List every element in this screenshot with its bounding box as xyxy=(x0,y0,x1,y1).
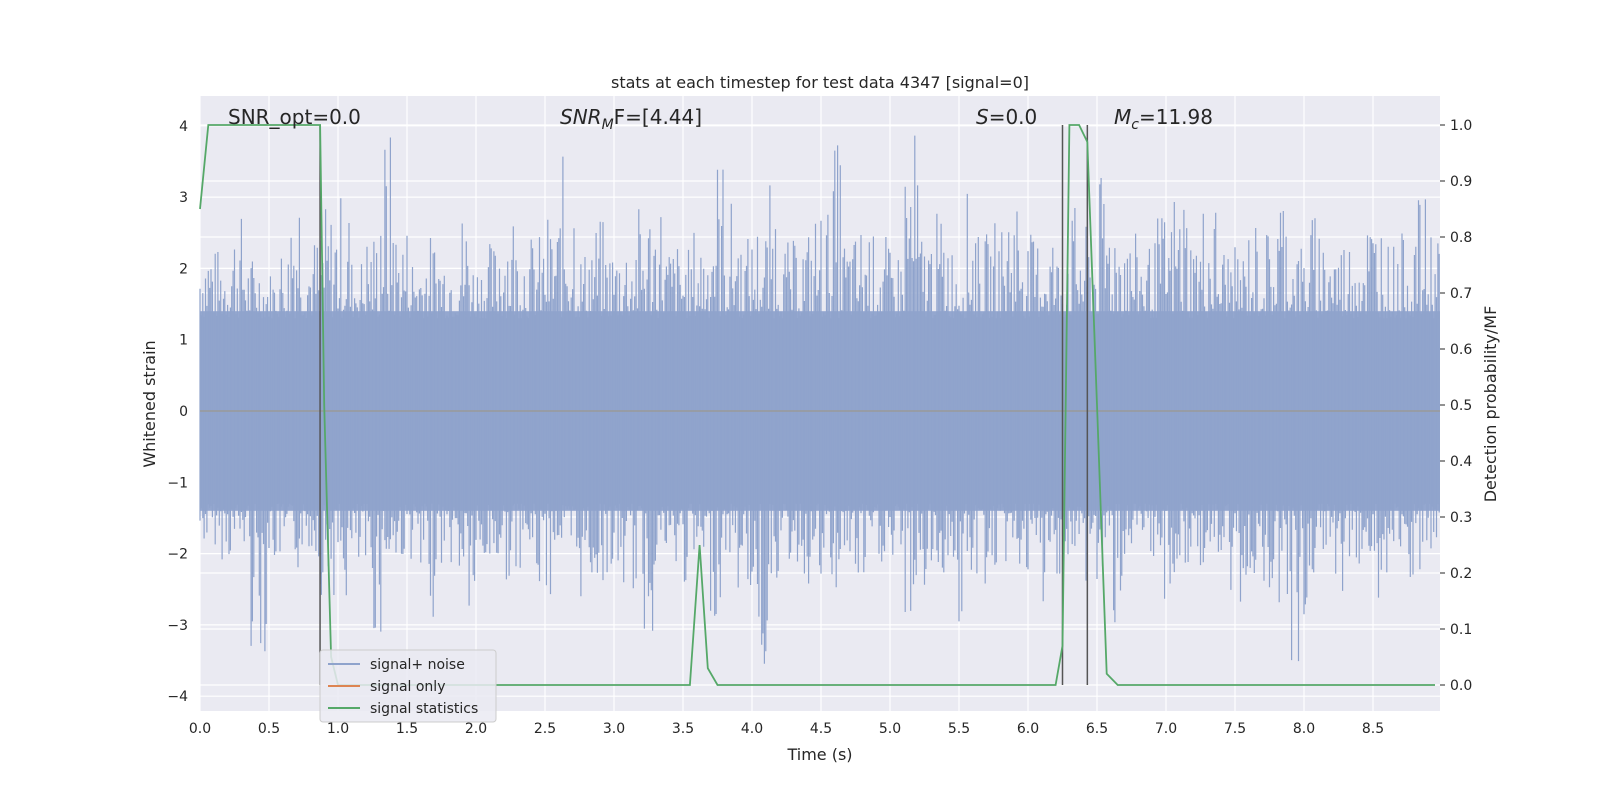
y-tick-label: 2 xyxy=(179,261,188,277)
y-tick-label: −3 xyxy=(167,618,188,634)
x-tick-label: 4.0 xyxy=(741,721,763,737)
right-y-tick-label: 0.8 xyxy=(1450,230,1472,246)
y-tick-label: −4 xyxy=(167,689,188,705)
right-y-tick-label: 1.0 xyxy=(1450,118,1472,134)
s-tail: =0.0 xyxy=(989,105,1038,129)
y-tick-label: −2 xyxy=(167,547,188,563)
y-tick-label: 3 xyxy=(179,190,188,206)
mc-annotation: Mc=11.98 xyxy=(1114,105,1213,133)
snr-opt-annotation: SNR_opt=0.0 xyxy=(228,105,361,129)
snr-mf-sub: M xyxy=(602,117,614,133)
right-y-tick-label: 0.6 xyxy=(1450,342,1472,358)
x-tick-label: 1.0 xyxy=(327,721,349,737)
mc-tail: =11.98 xyxy=(1139,105,1213,129)
x-tick-label: 8.0 xyxy=(1293,721,1315,737)
right-y-tick-label: 0.5 xyxy=(1450,398,1472,414)
y-tick-labels: 4 3 2 1 0 −1 −2 −3 −4 xyxy=(167,119,188,705)
legend-label-signal-statistics: signal statistics xyxy=(370,701,478,717)
legend-label-signal-noise: signal+ noise xyxy=(370,657,465,673)
right-y-tick-label: 0.7 xyxy=(1450,286,1472,302)
s-annotation: S=0.0 xyxy=(976,105,1037,129)
signal-statistics-line xyxy=(199,124,1435,686)
x-tick-labels: 0.0 0.5 1.0 1.5 2.0 2.5 3.0 3.5 4.0 4.5 5.0 5.5 6.0 6… xyxy=(189,721,1384,737)
y-tick-label: 0 xyxy=(179,404,188,420)
legend: signal+ noise signal only signal statist… xyxy=(319,649,497,723)
x-tick-label: 7.0 xyxy=(1155,721,1177,737)
right-y-tick-label: 0.1 xyxy=(1450,622,1472,638)
x-tick-label: 6.0 xyxy=(1017,721,1039,737)
x-tick-label: 0.5 xyxy=(258,721,280,737)
chart-title: stats at each timestep for test data 434… xyxy=(611,73,1029,92)
x-tick-label: 3.0 xyxy=(603,721,625,737)
mc-sub: c xyxy=(1131,117,1139,133)
snr-mf-tail: F=[4.44] xyxy=(614,105,702,129)
x-tick-label: 4.5 xyxy=(810,721,832,737)
x-axis-label: Time (s) xyxy=(786,745,852,764)
y-axis-label: Whitened strain xyxy=(140,340,159,467)
right-y-tick-labels: 1.0 0.9 0.8 0.7 0.6 0.5 0.4 0.3 0.2 0.1 0.0 xyxy=(1440,118,1472,694)
mc-main: M xyxy=(1114,105,1131,129)
x-tick-label: 0.0 xyxy=(189,721,211,737)
right-y-tick-label: 0.0 xyxy=(1450,678,1472,694)
x-tick-label: 1.5 xyxy=(396,721,418,737)
right-y-tick-label: 0.3 xyxy=(1450,510,1472,526)
legend-label-signal-only: signal only xyxy=(370,679,445,695)
y-tick-label: 4 xyxy=(179,119,188,135)
x-tick-label: 5.0 xyxy=(879,721,901,737)
right-y-tick-label: 0.2 xyxy=(1450,566,1472,582)
x-tick-label: 8.5 xyxy=(1362,721,1384,737)
right-y-tick-label: 0.9 xyxy=(1450,174,1472,190)
y-tick-label: −1 xyxy=(167,475,188,491)
x-tick-label: 2.0 xyxy=(465,721,487,737)
x-tick-label: 3.5 xyxy=(672,721,694,737)
x-tick-label: 6.5 xyxy=(1086,721,1108,737)
s-main: S xyxy=(976,105,989,129)
signal-statistics-series xyxy=(199,124,1435,686)
snr-mf-main: SNR xyxy=(560,105,602,129)
snr-mf-annotation: SNRMF=[4.44] xyxy=(560,105,702,133)
legend-box xyxy=(319,649,497,723)
x-tick-label: 5.5 xyxy=(948,721,970,737)
x-tick-label: 2.5 xyxy=(534,721,556,737)
y-tick-label: 1 xyxy=(179,333,188,349)
right-y-axis-label: Detection probability/MF xyxy=(1481,306,1500,503)
right-y-tick-label: 0.4 xyxy=(1450,454,1472,470)
x-tick-label: 7.5 xyxy=(1224,721,1246,737)
